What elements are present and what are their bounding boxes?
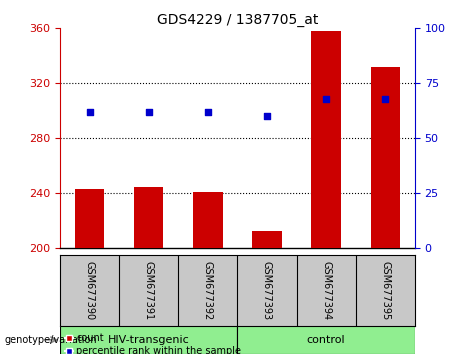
- Text: control: control: [307, 335, 345, 345]
- Bar: [193, 192, 223, 248]
- Point: [86, 109, 93, 115]
- Text: GSM677393: GSM677393: [262, 261, 272, 320]
- Bar: [134, 187, 164, 248]
- Text: GSM677392: GSM677392: [203, 261, 213, 320]
- Text: GSM677390: GSM677390: [84, 261, 95, 320]
- Point: [263, 113, 271, 119]
- Text: GSM677394: GSM677394: [321, 261, 331, 320]
- Bar: [311, 31, 341, 248]
- Text: GSM677395: GSM677395: [380, 261, 390, 320]
- Text: HIV-transgenic: HIV-transgenic: [108, 335, 189, 345]
- Point: [382, 96, 389, 101]
- Text: genotype/variation: genotype/variation: [5, 335, 97, 345]
- Point: [204, 109, 212, 115]
- Point: [322, 96, 330, 101]
- Bar: [237, 326, 415, 354]
- Point: [145, 109, 152, 115]
- Title: GDS4229 / 1387705_at: GDS4229 / 1387705_at: [157, 13, 318, 27]
- Bar: [371, 67, 400, 248]
- Text: GSM677391: GSM677391: [144, 261, 154, 320]
- Legend: count, percentile rank within the sample: count, percentile rank within the sample: [65, 333, 242, 354]
- Bar: [252, 231, 282, 248]
- Bar: [60, 326, 237, 354]
- Bar: [75, 189, 104, 248]
